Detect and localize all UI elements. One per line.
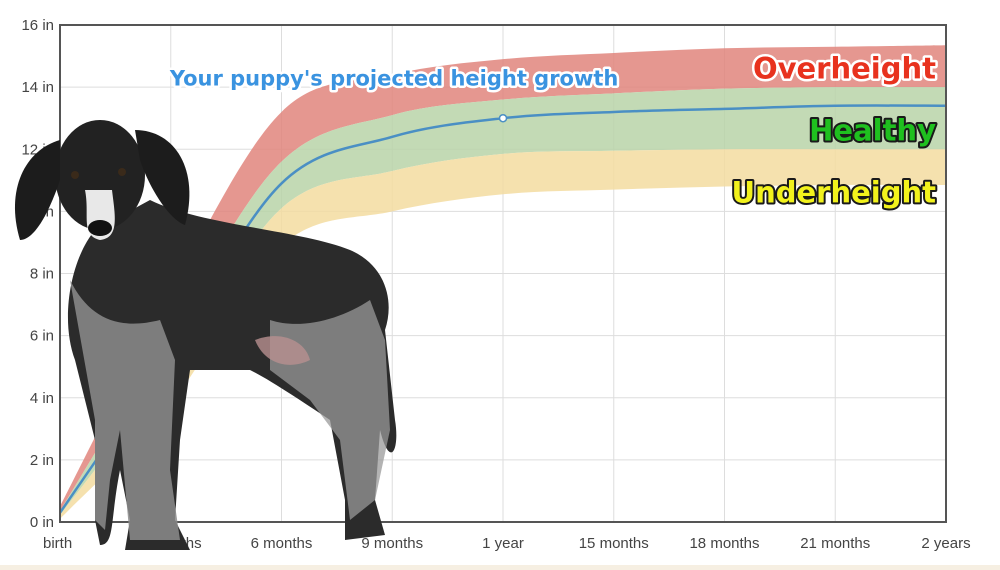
x-tick-label: 2 years xyxy=(921,535,970,552)
band-label-healthy: Healthy xyxy=(809,114,936,148)
x-tick-label: 15 months xyxy=(579,535,649,552)
y-tick-label: 0 in xyxy=(30,514,54,531)
plot-frame xyxy=(59,24,947,523)
band-label-overheight: Overheight xyxy=(753,51,936,85)
x-tick-label: 9 months xyxy=(361,535,423,552)
band-label-underheight: Underheight xyxy=(732,176,937,210)
band-healthy xyxy=(60,87,946,516)
band-labels: Your puppy's projected height growth Over… xyxy=(166,49,938,212)
y-tick-label: 8 in xyxy=(30,266,54,283)
y-tick-label: 2 in xyxy=(30,452,54,469)
y-tick-label: 6 in xyxy=(30,328,54,345)
x-tick-label: 1 year xyxy=(482,535,524,552)
series-label: Your puppy's projected height growth xyxy=(169,67,619,91)
data-point-marker xyxy=(498,113,508,123)
x-tick-label: birth xyxy=(43,535,72,552)
x-tick-label: 18 months xyxy=(689,535,759,552)
y-tick-label: 16 in xyxy=(21,17,54,34)
footer-strip xyxy=(0,565,1000,570)
puppy-image xyxy=(14,120,397,550)
y-tick-label: 4 in xyxy=(30,390,54,407)
y-tick-label: 14 in xyxy=(21,79,54,96)
x-tick-label: 21 months xyxy=(800,535,870,552)
x-tick-label: 6 months xyxy=(251,535,313,552)
